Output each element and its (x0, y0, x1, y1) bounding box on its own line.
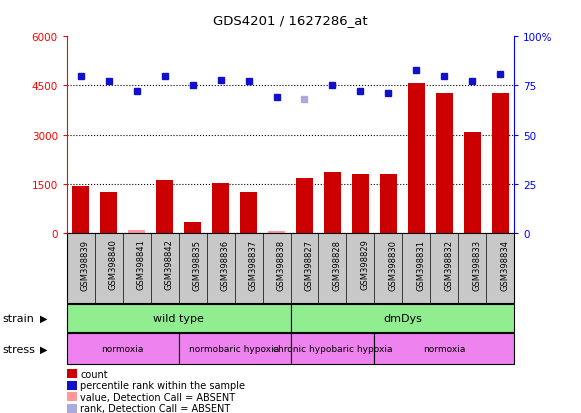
Text: dmDys: dmDys (383, 313, 422, 323)
Bar (67, 333, 179, 364)
Text: GSM398838: GSM398838 (277, 239, 285, 290)
Bar (184, 222, 201, 233)
Text: GSM398841: GSM398841 (137, 239, 146, 290)
Bar (296, 178, 313, 233)
Text: value, Detection Call = ABSENT: value, Detection Call = ABSENT (80, 392, 235, 402)
Bar (101, 192, 117, 233)
Text: GSM398828: GSM398828 (332, 239, 342, 290)
Text: GSM398836: GSM398836 (221, 239, 229, 290)
Bar (212, 183, 229, 233)
Text: normoxia: normoxia (423, 344, 465, 353)
Bar (128, 231, 145, 233)
Text: GSM398827: GSM398827 (304, 239, 314, 290)
Text: GSM398837: GSM398837 (249, 239, 257, 290)
Bar (268, 232, 285, 233)
Text: rank, Detection Call = ABSENT: rank, Detection Call = ABSENT (80, 404, 231, 413)
Bar (290, 333, 374, 364)
Bar (156, 181, 173, 233)
Text: count: count (80, 369, 108, 379)
Text: chronic hypobaric hypoxia: chronic hypobaric hypoxia (272, 344, 392, 353)
Text: ▶: ▶ (40, 313, 47, 323)
Text: GSM398835: GSM398835 (193, 239, 202, 290)
Bar (492, 93, 508, 233)
Text: GSM398839: GSM398839 (81, 239, 90, 290)
Bar (374, 333, 514, 364)
Text: GSM398830: GSM398830 (388, 239, 397, 290)
Text: strain: strain (3, 313, 35, 323)
Bar (67, 304, 290, 332)
Bar (436, 93, 453, 233)
Text: normobaric hypoxia: normobaric hypoxia (189, 344, 279, 353)
Text: stress: stress (3, 344, 36, 354)
Text: GSM398829: GSM398829 (360, 239, 370, 290)
Text: GSM398831: GSM398831 (417, 239, 425, 290)
Bar (73, 187, 89, 233)
Text: wild type: wild type (153, 313, 204, 323)
Bar (240, 192, 257, 233)
Text: GSM398834: GSM398834 (500, 239, 509, 290)
Bar (464, 133, 480, 233)
Text: normoxia: normoxia (102, 344, 144, 353)
Bar (290, 304, 514, 332)
Text: GSM398833: GSM398833 (472, 239, 481, 290)
Text: GSM398842: GSM398842 (164, 239, 174, 290)
Text: percentile rank within the sample: percentile rank within the sample (80, 380, 245, 390)
Bar (380, 175, 397, 233)
Text: ▶: ▶ (40, 344, 47, 354)
Bar (408, 83, 425, 233)
Text: GSM398832: GSM398832 (444, 239, 453, 290)
Text: GDS4201 / 1627286_at: GDS4201 / 1627286_at (213, 14, 368, 27)
Bar (324, 172, 341, 233)
Text: GSM398840: GSM398840 (109, 239, 118, 290)
Bar (179, 333, 290, 364)
Bar (352, 175, 369, 233)
